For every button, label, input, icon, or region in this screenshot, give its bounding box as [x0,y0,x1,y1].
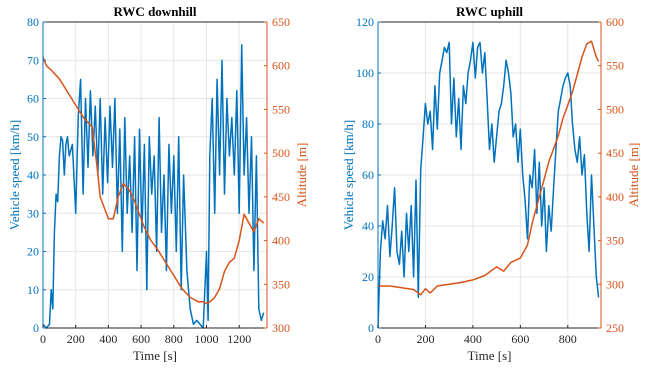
left-y-tick-label: 60 [27,92,39,106]
x-axis-label: Time [s] [133,348,177,363]
left-y-tick-label: 40 [27,168,39,182]
left-y-tick-label: 70 [27,53,39,67]
x-tick-label: 800 [559,332,577,346]
left-y-tick-label: 0 [368,321,374,335]
left-y-tick-label: 30 [27,206,39,220]
x-tick-label: 600 [511,332,529,346]
chart-rwc-uphill: 0 200 400 600 800 0 20 40 60 80 100 120 250 300 350 400… [341,4,641,363]
x-tick-label: 200 [67,332,85,346]
left-y-tick-label: 60 [362,168,374,182]
left-y-tick-label: 20 [27,245,39,259]
x-tick-label: 0 [40,332,46,346]
altitude-series-line [42,56,265,305]
right-y-tick-label: 650 [272,15,290,29]
left-y-tick-label: 80 [27,15,39,29]
left-y-axis-label: Vehicle speed [km/h] [341,120,356,230]
right-y-axis-label: Altitude [m] [294,143,309,208]
right-y-tick-label: 600 [606,15,624,29]
right-y-tick-label: 450 [272,190,290,204]
left-y-tick-label: 100 [356,66,374,80]
x-tick-label: 400 [464,332,482,346]
chart-title: RWC downhill [114,4,197,19]
chart-rwc-downhill: 0 200 400 600 800 1000 1200 0 10 20 30 40 50 60 70 80 30… [7,4,309,363]
x-tick-label: 600 [132,332,150,346]
left-y-tick-label: 80 [362,117,374,131]
right-y-tick-label: 350 [606,234,624,248]
right-y-tick-label: 250 [606,321,624,335]
left-y-tick-label: 20 [362,270,374,284]
left-y-tick-label: 0 [33,321,39,335]
left-y-tick-label: 10 [27,283,39,297]
left-y-tick-label: 120 [356,15,374,29]
speed-series-line [377,41,600,329]
left-y-tick-label: 50 [27,130,39,144]
x-tick-label: 1000 [195,332,219,346]
right-y-axis-label: Altitude [m] [626,143,641,208]
right-y-tick-label: 600 [272,59,290,73]
right-y-tick-label: 300 [272,321,290,335]
x-tick-label: 800 [165,332,183,346]
right-y-tick-label: 350 [272,277,290,291]
x-tick-label: 400 [99,332,117,346]
altitude-series-line [378,40,600,296]
x-tick-label: 200 [416,332,434,346]
right-y-tick-label: 400 [606,190,624,204]
right-y-tick-label: 450 [606,146,624,160]
right-y-tick-label: 300 [606,277,624,291]
right-y-tick-label: 400 [272,234,290,248]
chart-title: RWC uphill [456,4,523,19]
right-y-tick-label: 550 [606,59,624,73]
right-y-tick-label: 500 [606,102,624,116]
right-y-tick-label: 550 [272,102,290,116]
speed-series-line [42,44,265,329]
x-tick-label: 1200 [227,332,251,346]
left-y-axis-label: Vehicle speed [km/h] [7,120,22,230]
x-tick-label: 0 [375,332,381,346]
x-axis-label: Time [s] [468,348,512,363]
right-y-tick-label: 500 [272,146,290,160]
left-y-tick-label: 40 [362,219,374,233]
